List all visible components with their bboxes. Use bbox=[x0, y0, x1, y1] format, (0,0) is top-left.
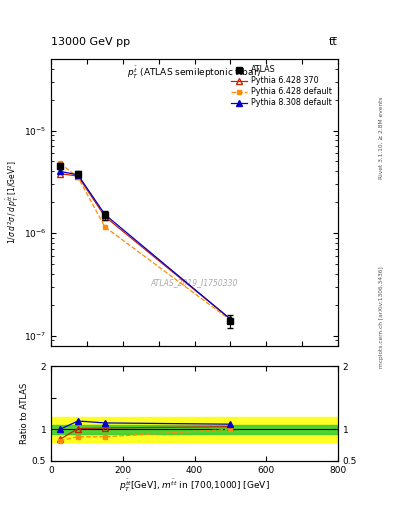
Text: mcplots.cern.ch [arXiv:1306.3436]: mcplots.cern.ch [arXiv:1306.3436] bbox=[379, 267, 384, 368]
Text: $p_T^{\bar{t}}$ (ATLAS semileptonic ttbar): $p_T^{\bar{t}}$ (ATLAS semileptonic ttba… bbox=[127, 65, 262, 81]
Text: 13000 GeV pp: 13000 GeV pp bbox=[51, 37, 130, 48]
Legend: ATLAS, Pythia 6.428 370, Pythia 6.428 default, Pythia 8.308 default: ATLAS, Pythia 6.428 370, Pythia 6.428 de… bbox=[228, 63, 334, 110]
Bar bbox=[51, 425, 338, 434]
Y-axis label: $1/\sigma\,d^2\sigma\,/\,d\,p_T^{\bar{t}t}\,[1/\mathrm{GeV}^2]$: $1/\sigma\,d^2\sigma\,/\,d\,p_T^{\bar{t}… bbox=[5, 160, 21, 244]
Text: Rivet 3.1.10, ≥ 2.8M events: Rivet 3.1.10, ≥ 2.8M events bbox=[379, 97, 384, 180]
Y-axis label: Ratio to ATLAS: Ratio to ATLAS bbox=[20, 383, 29, 444]
Bar bbox=[51, 417, 338, 442]
Text: ATLAS_2019_I1750330: ATLAS_2019_I1750330 bbox=[151, 278, 238, 287]
Text: tt̅: tt̅ bbox=[329, 37, 338, 48]
X-axis label: $p_T^{\bar{t}t}$[GeV], $m^{\bar{t}t}$ in [700,1000] [GeV]: $p_T^{\bar{t}t}$[GeV], $m^{\bar{t}t}$ in… bbox=[119, 477, 270, 494]
